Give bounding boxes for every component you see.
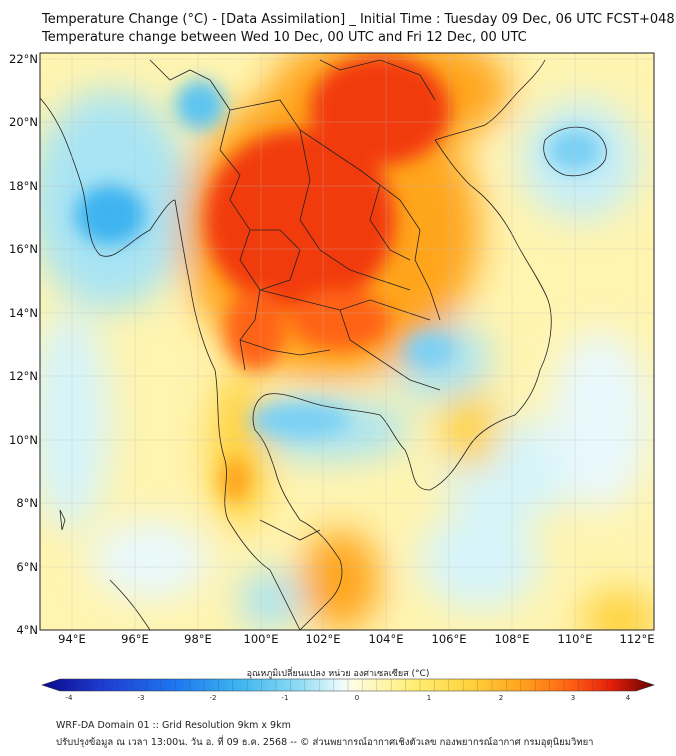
colorbar bbox=[41, 678, 655, 692]
colorbar-tick-label: 0 bbox=[354, 694, 360, 702]
lat-label: 22°N bbox=[9, 52, 38, 66]
temperature-field bbox=[40, 53, 654, 630]
lon-label: 94°E bbox=[58, 632, 86, 646]
colorbar-tick-label: -3 bbox=[137, 694, 145, 702]
lat-label: 8°N bbox=[16, 496, 38, 510]
lat-label: 20°N bbox=[9, 115, 38, 129]
lon-label: 100°E bbox=[243, 632, 279, 646]
lat-label: 16°N bbox=[9, 242, 38, 256]
lon-label: 108°E bbox=[494, 632, 530, 646]
lon-label: 110°E bbox=[557, 632, 593, 646]
chart-title-line1: Temperature Change (°C) - [Data Assimila… bbox=[42, 12, 675, 27]
lat-label: 12°N bbox=[9, 369, 38, 383]
colorbar-tick-label: 3 bbox=[570, 694, 576, 702]
footer-credit: ปรับปรุงข้อมูล ณ เวลา 13:00น. วัน อ. ที่… bbox=[56, 737, 594, 748]
colorbar-tick-label: -1 bbox=[281, 694, 289, 702]
colorbar-title: อุณหภูมิเปลี่ยนแปลง หน่วย องศาเซลเซียส (… bbox=[246, 669, 430, 679]
colorbar-tick-label: 2 bbox=[498, 694, 504, 702]
graticule bbox=[40, 53, 654, 630]
temperature-change-map bbox=[39, 52, 655, 692]
colorbar-tick-label: 4 bbox=[625, 694, 631, 702]
colorbar-strip bbox=[41, 678, 655, 692]
footer-model-info: WRF-DA Domain 01 :: Grid Resolution 9km … bbox=[56, 720, 291, 731]
lat-label: 6°N bbox=[16, 560, 38, 574]
lon-label: 96°E bbox=[121, 632, 149, 646]
lat-label: 10°N bbox=[9, 433, 38, 447]
lat-label: 4°N bbox=[16, 623, 38, 637]
lat-label: 14°N bbox=[9, 306, 38, 320]
lon-label: 98°E bbox=[184, 632, 212, 646]
colorbar-tick-label: -4 bbox=[65, 694, 73, 702]
lon-label: 112°E bbox=[619, 632, 655, 646]
colorbar-tick-label: -2 bbox=[209, 694, 217, 702]
lon-label: 104°E bbox=[368, 632, 404, 646]
coastlines-and-borders bbox=[40, 59, 607, 630]
map-frame bbox=[39, 52, 655, 631]
lat-label: 18°N bbox=[9, 179, 38, 193]
chart-title-line2: Temperature change between Wed 10 Dec, 0… bbox=[42, 30, 527, 45]
lon-label: 106°E bbox=[431, 632, 467, 646]
lon-label: 102°E bbox=[305, 632, 341, 646]
colorbar-tick-label: 1 bbox=[426, 694, 432, 702]
